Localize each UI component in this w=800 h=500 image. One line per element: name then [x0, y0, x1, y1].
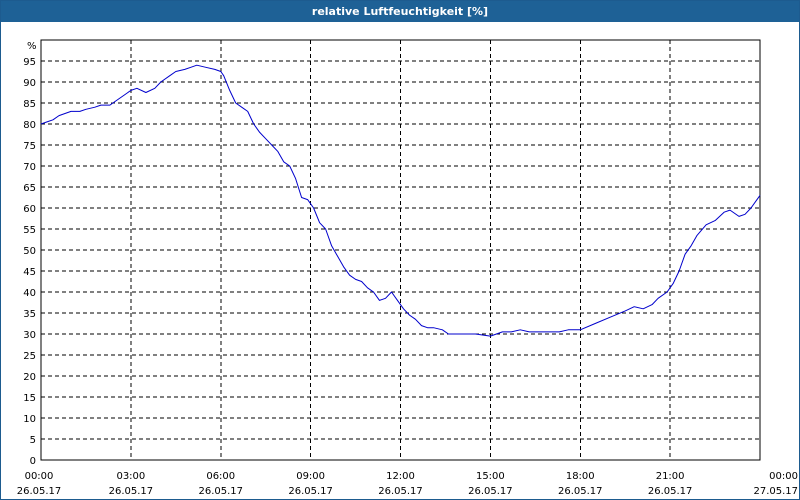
x-tick-date-label: 27.05.17	[753, 486, 798, 497]
x-tick-date-label: 26.05.17	[198, 486, 243, 497]
x-tick-time-label: 15:00	[476, 471, 505, 482]
plot-area-border	[40, 39, 761, 461]
x-tick-date-label: 26.05.17	[648, 486, 693, 497]
y-tick-label: 50	[23, 246, 36, 257]
y-tick-label: 90	[23, 78, 36, 89]
y-tick-label: 30	[23, 330, 36, 341]
x-tick-time-label: 03:00	[116, 471, 145, 482]
x-tick-time-label: 21:00	[656, 471, 685, 482]
grid-lines	[41, 40, 760, 460]
y-tick-label: 85	[23, 99, 36, 110]
humidity-series-line	[40, 64, 761, 337]
y-tick-label: 70	[23, 162, 36, 173]
y-tick-label: 15	[23, 393, 36, 404]
y-tick-label: 0	[30, 456, 36, 467]
chart-title: relative Luftfeuchtigkeit [%]	[1, 1, 799, 22]
x-tick-time-label: 18:00	[566, 471, 595, 482]
y-tick-label: 5	[30, 435, 36, 446]
y-tick-label: 75	[23, 141, 36, 152]
x-axis-ticks: 00:00 26.05.17 03:00 26.05.17 06:00 26.05.17 0…	[17, 471, 798, 497]
y-axis-unit-label: %	[27, 41, 37, 52]
x-tick-time-label: 00:00	[769, 471, 798, 482]
y-tick-label: 80	[23, 120, 36, 131]
x-tick-time-label: 06:00	[206, 471, 235, 482]
y-tick-label: 45	[23, 267, 36, 278]
y-tick-label: 60	[23, 204, 36, 215]
x-tick-date-label: 26.05.17	[378, 486, 423, 497]
x-tick-date-label: 26.05.17	[558, 486, 603, 497]
x-tick-date-label: 26.05.17	[17, 486, 62, 497]
series-layer	[40, 64, 761, 337]
y-tick-label: 40	[23, 288, 36, 299]
y-tick-label: 35	[23, 309, 36, 320]
y-tick-label: 25	[23, 351, 36, 362]
x-tick-time-label: 00:00	[25, 471, 54, 482]
y-axis-ticks: 0 5 10 15 20 25 30 35 40 45 50 55 60 65 70 75 80 85 90 95	[23, 57, 36, 467]
x-tick-time-label: 12:00	[386, 471, 415, 482]
x-tick-date-label: 26.05.17	[468, 486, 513, 497]
y-tick-label: 10	[23, 414, 36, 425]
x-tick-time-label: 09:00	[296, 471, 325, 482]
x-tick-date-label: 26.05.17	[109, 486, 154, 497]
y-tick-label: 55	[23, 225, 36, 236]
y-tick-label: 20	[23, 372, 36, 383]
y-tick-label: 95	[23, 57, 36, 68]
y-tick-label: 65	[23, 183, 36, 194]
x-tick-date-label: 26.05.17	[288, 486, 333, 497]
